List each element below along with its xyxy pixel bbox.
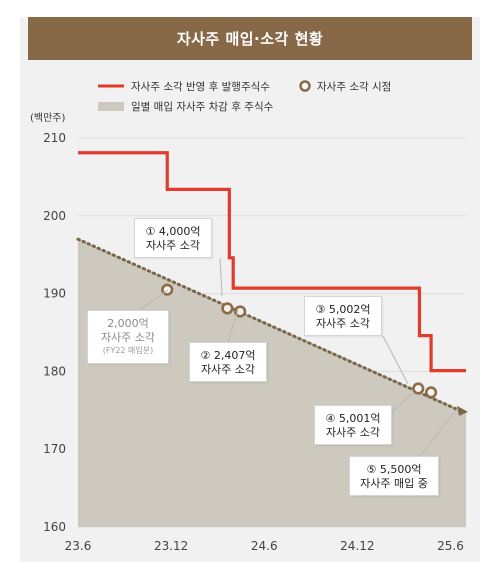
callout-buyback-1: ① 4,000억 자사주 소각 (134, 218, 212, 258)
callout-3-amount: ③ 5,002억 (315, 303, 371, 316)
callout-1-amount: ① 4,000억 (145, 225, 201, 238)
callout-buyback-fy22: 2,000억 자사주 소각 (FY22 매입분) (87, 310, 169, 364)
callout-buyback-3: ③ 5,002억 자사주 소각 (304, 296, 382, 336)
callout-buyback-5: ⑤ 5,500억 자사주 매입 중 (349, 456, 439, 496)
x-tick-label: 24.12 (340, 539, 374, 553)
buyback-marker (412, 382, 425, 395)
callout-2-amount: ② 2,407억 (200, 349, 256, 362)
legend-area-label: 일별 매입 자사주 차감 후 주식수 (131, 100, 274, 113)
callout-fy22-text: 자사주 소각 (100, 331, 156, 344)
callout-leader-line (227, 309, 239, 343)
callout-leader-line (139, 289, 169, 311)
x-tick-label: 23.6 (65, 539, 92, 553)
chart-title: 자사주 매입·소각 현황 (28, 17, 472, 60)
buyback-marker (234, 305, 247, 318)
callout-leader-line (419, 407, 459, 457)
callout-2-text: 자사주 소각 (200, 363, 256, 376)
dotted-trend-line (76, 237, 460, 412)
callout-1-text: 자사주 소각 (145, 239, 201, 252)
callout-3-text: 자사주 소각 (315, 317, 371, 330)
callout-4-amount: ④ 5,001억 (325, 412, 381, 425)
x-tick-label: 25.6 (437, 539, 464, 553)
x-tick-label: 24.6 (251, 539, 278, 553)
x-tick-label: 23.12 (154, 539, 188, 553)
callout-5-text: 자사주 매입 중 (360, 477, 428, 490)
buyback-marker (424, 386, 438, 399)
legend-marker-label: 자사주 소각 시점 (317, 81, 391, 93)
y-tick-label: 180 (43, 364, 66, 378)
y-tick-label: 160 (43, 520, 66, 534)
legend-line-label: 자사주 소각 반영 후 발행주식수 (131, 81, 270, 93)
shares-outstanding-line (78, 151, 466, 373)
callout-leader-line (382, 335, 409, 385)
y-tick-label: 200 (43, 209, 66, 223)
callout-4-text: 자사주 소각 (325, 426, 381, 439)
callout-buyback-4: ④ 5,001억 자사주 소각 (314, 405, 392, 445)
y-tick-label: 170 (43, 442, 66, 456)
callout-5-amount: ⑤ 5,500억 (366, 463, 422, 476)
y-tick-label: 210 (43, 131, 66, 145)
callout-fy22-note: (FY22 매입분) (102, 346, 154, 355)
area-series (78, 239, 466, 527)
callout-leader-line (391, 391, 415, 413)
y-axis-unit: (백만주) (30, 112, 66, 124)
legend-marker-swatch (299, 80, 311, 92)
callout-leader-line (219, 257, 223, 297)
legend-area-swatch (98, 102, 124, 111)
buyback-marker (221, 302, 234, 315)
callout-buyback-2: ② 2,407억 자사주 소각 (189, 342, 267, 382)
trend-arrowhead (457, 405, 468, 416)
y-tick-label: 190 (43, 287, 66, 301)
callout-fy22-amount: 2,000억 (107, 317, 149, 330)
